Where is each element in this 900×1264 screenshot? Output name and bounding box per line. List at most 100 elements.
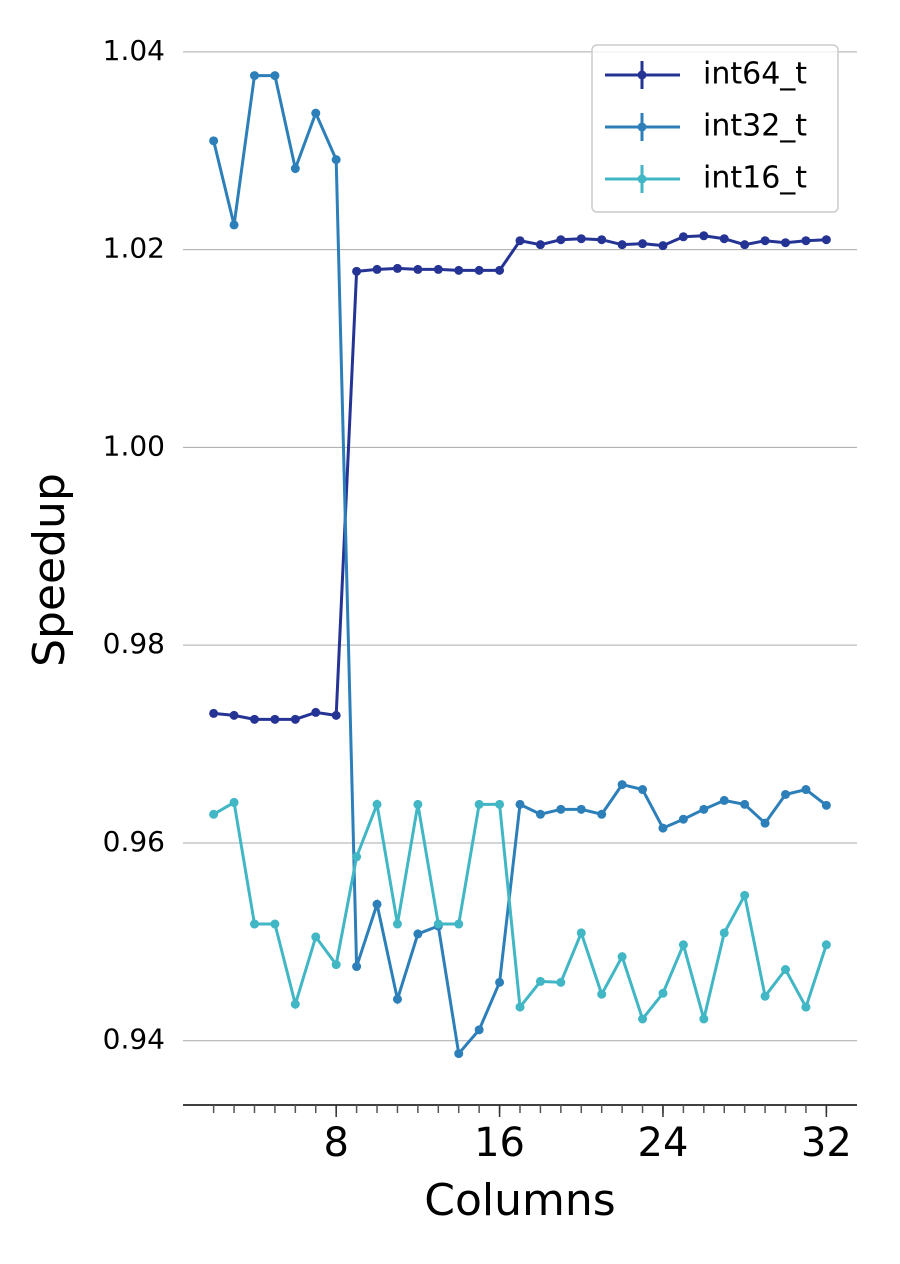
- data-point: [740, 799, 750, 809]
- data-point: [495, 799, 505, 809]
- data-point: [209, 136, 219, 146]
- data-point: [760, 991, 770, 1001]
- data-point: [413, 929, 423, 939]
- legend-frame: [591, 44, 839, 213]
- data-point: [290, 164, 300, 174]
- series-line: [213, 234, 827, 721]
- data-point: [249, 714, 259, 724]
- data-point: [576, 234, 586, 244]
- data-point: [229, 220, 239, 230]
- data-point: [372, 799, 382, 809]
- data-point: [352, 852, 362, 862]
- data-point: [556, 235, 566, 245]
- data-point: [495, 265, 505, 275]
- data-point: [311, 932, 321, 942]
- legend-label: int64_t: [703, 57, 807, 92]
- data-point: [290, 714, 300, 724]
- data-point: [699, 804, 709, 814]
- data-point: [495, 977, 505, 987]
- data-point: [638, 1014, 648, 1024]
- data-point: [597, 809, 607, 819]
- data-point: [719, 795, 729, 805]
- x-tick-label: 32: [801, 1120, 852, 1166]
- data-point: [515, 799, 525, 809]
- data-point: [801, 785, 811, 795]
- data-point: [556, 977, 566, 987]
- data-point: [617, 952, 627, 962]
- data-point: [760, 236, 770, 246]
- y-tick-label: 0.94: [103, 1023, 165, 1056]
- data-point: [433, 919, 443, 929]
- data-point: [821, 800, 831, 810]
- data-point: [535, 976, 545, 986]
- data-point: [372, 899, 382, 909]
- data-point: [658, 823, 668, 833]
- data-point: [781, 238, 791, 248]
- data-point: [781, 965, 791, 975]
- y-tick-label: 1.04: [103, 34, 165, 67]
- data-point: [270, 714, 280, 724]
- data-point: [229, 797, 239, 807]
- data-point: [699, 1014, 709, 1024]
- legend-label: int32_t: [703, 109, 807, 144]
- data-point: [515, 236, 525, 246]
- data-point: [311, 108, 321, 118]
- data-point: [556, 804, 566, 814]
- data-point: [454, 1049, 464, 1059]
- data-point: [740, 240, 750, 250]
- data-point: [331, 155, 341, 165]
- data-point: [454, 919, 464, 929]
- x-tick-label: 24: [638, 1120, 689, 1166]
- data-point: [413, 264, 423, 274]
- data-point: [801, 236, 811, 246]
- data-point: [821, 940, 831, 950]
- x-tick-label: 16: [474, 1120, 525, 1166]
- y-tick-label: 1.02: [103, 232, 165, 265]
- legend-marker: [637, 174, 647, 184]
- data-point: [678, 232, 688, 242]
- data-point: [270, 919, 280, 929]
- data-point: [617, 780, 627, 790]
- data-point: [801, 1002, 811, 1012]
- series-line: [212, 74, 828, 1058]
- data-point: [352, 962, 362, 972]
- data-point: [331, 960, 341, 970]
- x-axis-label: Columns: [424, 1175, 615, 1226]
- y-tick-label: 1.00: [103, 429, 165, 462]
- data-point: [719, 234, 729, 244]
- data-point: [678, 940, 688, 950]
- data-point: [535, 809, 545, 819]
- data-point: [638, 239, 648, 249]
- data-point: [474, 1025, 484, 1035]
- y-tick-label: 0.98: [103, 627, 165, 660]
- data-point: [433, 264, 443, 274]
- data-point: [597, 235, 607, 245]
- data-point: [658, 241, 668, 251]
- data-point: [699, 231, 709, 241]
- data-point: [454, 265, 464, 275]
- y-axis-label: Speedup: [24, 473, 75, 667]
- data-point: [413, 799, 423, 809]
- data-point: [576, 804, 586, 814]
- data-point: [576, 928, 586, 938]
- legend-marker: [637, 70, 647, 80]
- data-point: [331, 710, 341, 720]
- data-point: [474, 265, 484, 275]
- data-point: [515, 1002, 525, 1012]
- data-point: [392, 263, 402, 273]
- data-point: [535, 240, 545, 250]
- data-point: [270, 71, 280, 81]
- data-point: [617, 240, 627, 250]
- data-point: [372, 264, 382, 274]
- data-point: [760, 818, 770, 828]
- data-point: [821, 235, 831, 245]
- data-point: [678, 814, 688, 824]
- data-point: [740, 890, 750, 900]
- data-point: [290, 999, 300, 1009]
- data-point: [658, 988, 668, 998]
- data-point: [392, 994, 402, 1004]
- data-point: [392, 919, 402, 929]
- data-point: [249, 71, 259, 81]
